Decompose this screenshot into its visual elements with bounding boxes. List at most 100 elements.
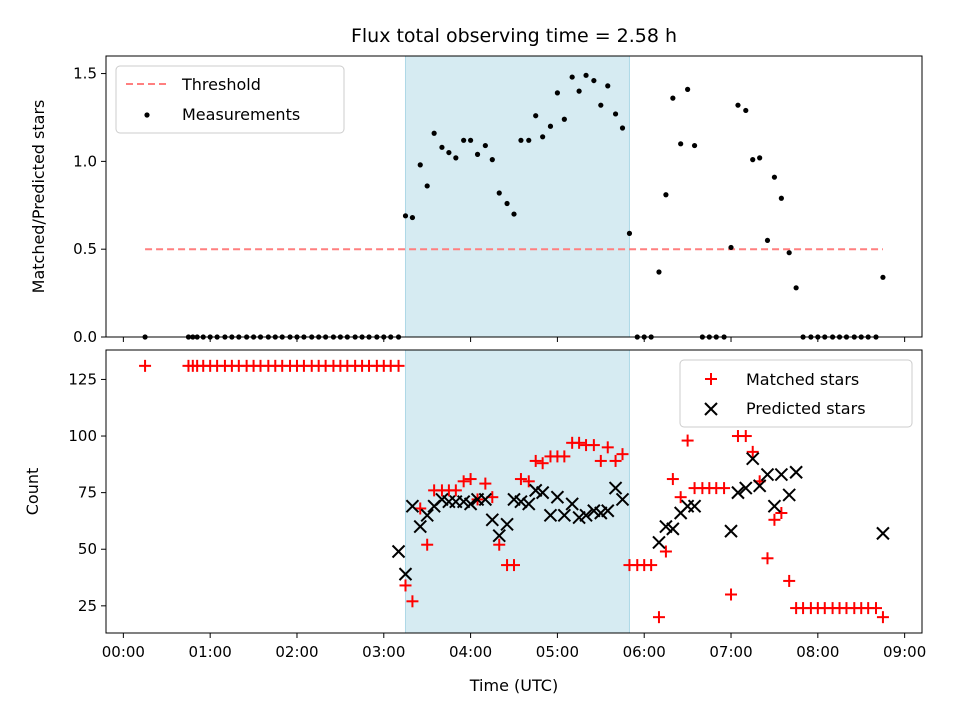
predicted-star-point [413, 519, 427, 534]
predicted-star-point [789, 465, 803, 479]
bottom-axes-frame [105, 349, 923, 634]
predicted-star-point [666, 522, 680, 536]
measurement-point [612, 111, 619, 117]
matched-star-point [392, 359, 405, 372]
predicted-star-point [687, 499, 702, 513]
measurement-point [771, 174, 778, 180]
x-tick-label: 01:00 [189, 643, 232, 661]
measurement-point [619, 125, 626, 131]
measurement-point [576, 88, 582, 94]
measurement-point [431, 130, 437, 136]
predicted-star-point [550, 490, 565, 504]
predicted-star-point [731, 485, 745, 500]
predicted-star-point [405, 499, 420, 513]
bottom-shaded-span [404, 349, 630, 634]
predicted-stars-points [391, 451, 890, 581]
measurement-point [424, 183, 430, 189]
predicted-star-point [652, 535, 666, 550]
predicted-star-point [543, 508, 558, 522]
top-axes-frame [105, 55, 923, 338]
measurement-point [678, 141, 684, 147]
matched-star-point [406, 595, 419, 608]
predicted-star-point [746, 451, 760, 466]
x-tick-label: 00:00 [102, 643, 145, 661]
predicted-legend-label: Predicted stars [746, 399, 866, 418]
measurement-point [526, 137, 532, 143]
top-legend-box [115, 65, 345, 134]
predicted-star-point [760, 467, 775, 482]
measurement-point [474, 151, 481, 157]
matched-star-point [659, 545, 672, 558]
measurement-point [504, 200, 510, 207]
measurement-point [489, 157, 495, 163]
measurement-point [656, 269, 662, 275]
predicted-star-point [774, 467, 789, 482]
matched-star-point [616, 448, 629, 461]
measurement-point [409, 214, 416, 221]
matched-star-point [508, 559, 520, 572]
x-tick-label: 03:00 [362, 643, 405, 661]
predicted-star-point [500, 517, 514, 532]
bottom-y-tick-label: 100 [68, 427, 97, 445]
measurement-point [605, 83, 611, 89]
predicted-star-point [615, 492, 630, 507]
predicted-star-point [601, 504, 615, 518]
predicted-star-point [398, 567, 413, 581]
bottom-panel: 00:00 01:00 02:00 03:00 04:00 05:00 06:00 07:00… [23, 349, 926, 695]
matched-star-point [421, 538, 434, 551]
matched-star-point [479, 477, 492, 490]
measurement-points [142, 72, 886, 340]
matched-star-point [666, 473, 679, 486]
measurement-point [743, 107, 749, 114]
measurement-point [417, 162, 423, 168]
predicted-star-point [724, 524, 738, 538]
measurement-point [750, 157, 756, 163]
matched-star-point [761, 552, 774, 565]
bottom-y-axis-label: Count [23, 468, 42, 516]
predicted-star-point [608, 481, 623, 495]
x-tick-label: 07:00 [709, 643, 752, 661]
matched-star-point [514, 473, 527, 486]
measurement-point [533, 113, 539, 119]
measurement-point [757, 155, 763, 161]
x-tick-label: 09:00 [883, 643, 926, 661]
matched-star-point [493, 538, 506, 551]
measurement-point [518, 137, 524, 143]
bottom-y-tick-label: 75 [78, 484, 97, 502]
matched-star-point [775, 507, 788, 520]
measurement-point [778, 195, 784, 201]
measurement-point [461, 137, 467, 143]
x-tick-label: 05:00 [536, 643, 579, 661]
measurement-point [453, 155, 459, 161]
predicted-star-point [522, 497, 536, 511]
measurement-point [511, 211, 517, 217]
matched-star-point [652, 611, 665, 624]
matched-star-point [876, 611, 889, 624]
matched-star-point [414, 502, 427, 515]
measurement-point [670, 95, 676, 101]
predicted-star-point [485, 513, 500, 527]
measurements-legend-label: Measurements [182, 105, 300, 124]
predicted-star-point [492, 528, 506, 543]
measurement-point [728, 244, 734, 251]
measurement-point [540, 134, 546, 140]
matched-star-point [739, 430, 752, 443]
bottom-shaded-span-rect [404, 349, 630, 634]
predicted-star-point [463, 497, 478, 511]
top-shaded-span [404, 55, 630, 338]
top-panel: 0.0 0.5 1.0 1.5 Matched/Predicted stars Thr… [29, 55, 923, 346]
predicted-star-point [391, 544, 406, 559]
matched-star-point [869, 602, 882, 615]
measurement-point [569, 74, 575, 80]
matched-star-point [536, 457, 549, 470]
x-tick-label: 02:00 [275, 643, 318, 661]
measurement-point [880, 274, 886, 280]
predicted-star-point [420, 508, 434, 522]
x-tick-label: 06:00 [623, 643, 666, 661]
measurement-point [583, 72, 589, 78]
matched-star-point [449, 484, 462, 497]
predicted-star-point [876, 526, 890, 541]
predicted-star-point [478, 492, 493, 507]
bottom-legend: Matched stars Predicted stars [679, 359, 913, 428]
matched-star-point [587, 439, 600, 452]
